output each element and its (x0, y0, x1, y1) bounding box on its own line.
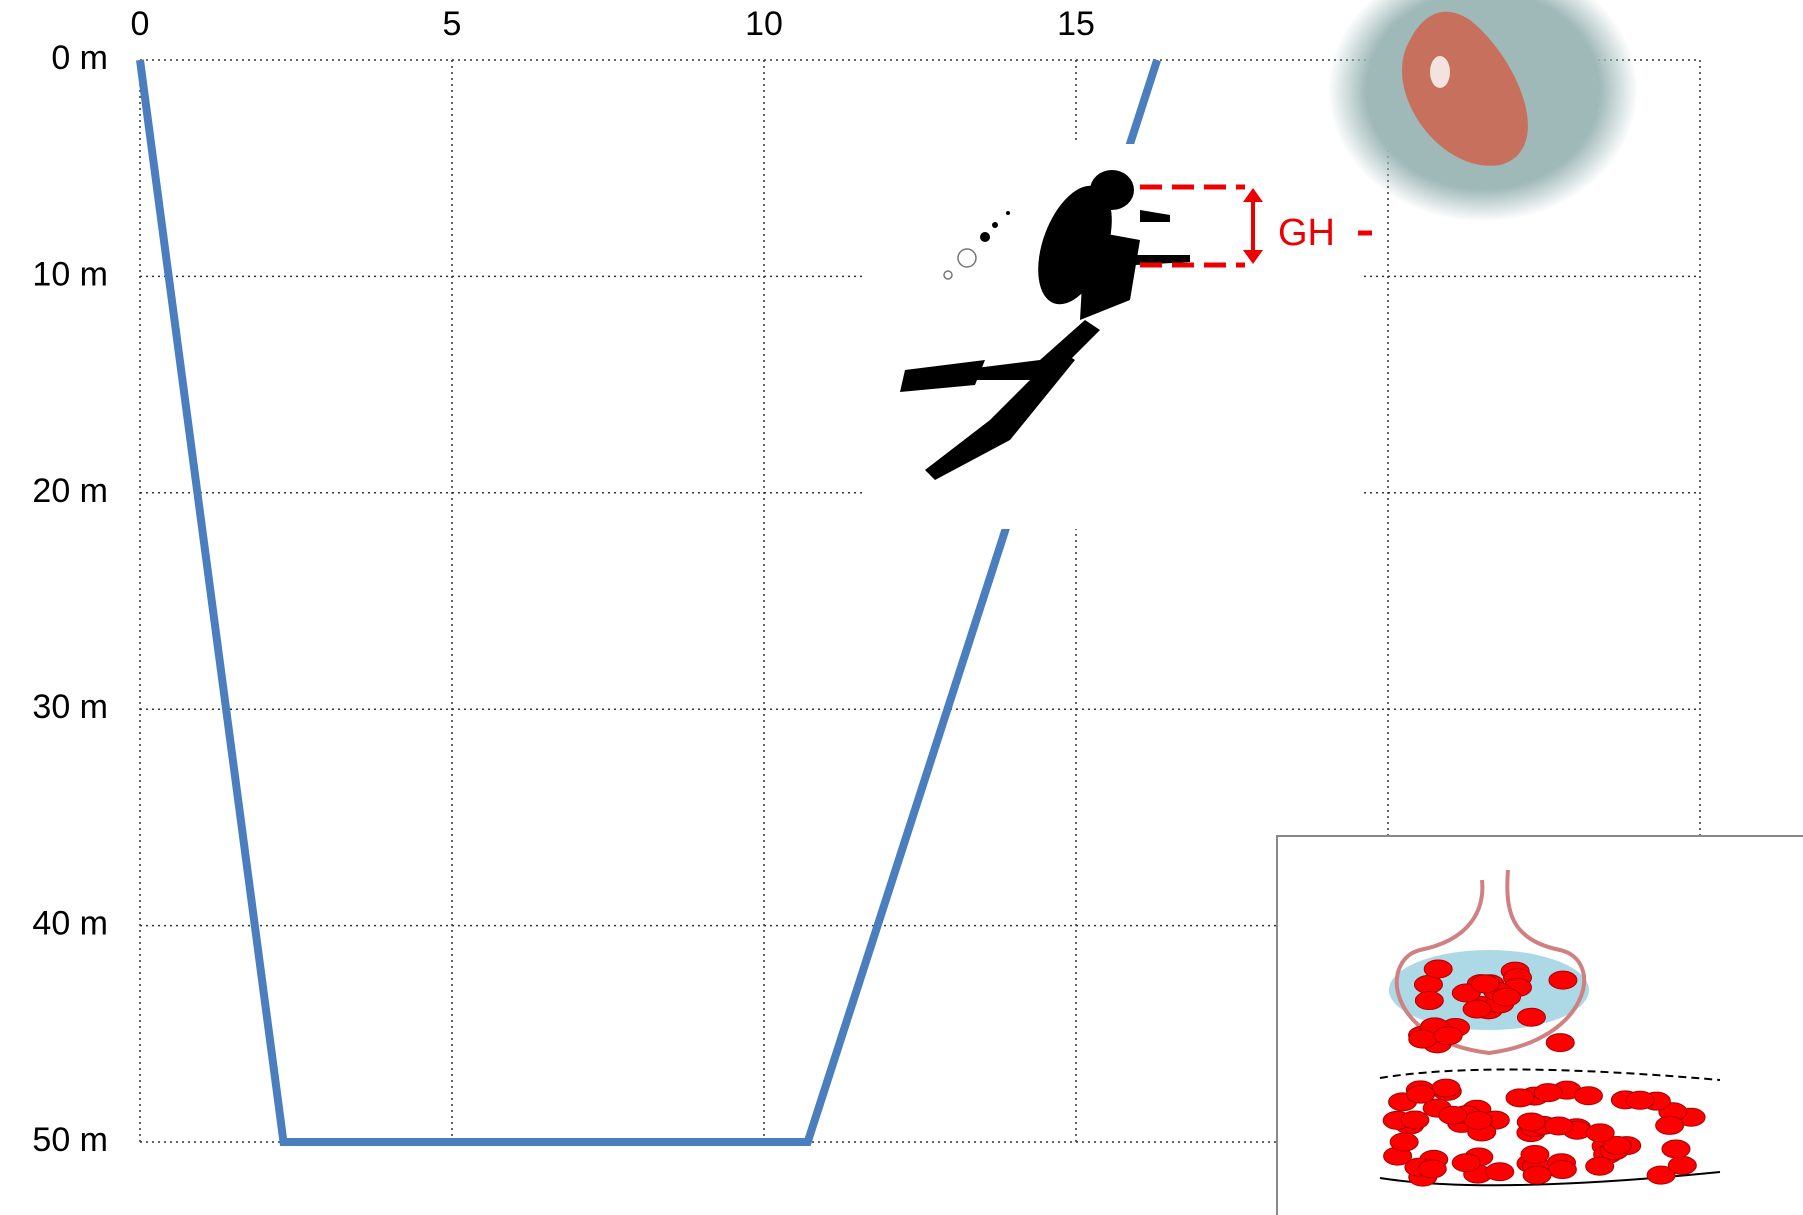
red-cell (1625, 1090, 1655, 1110)
red-cell (1433, 1026, 1463, 1046)
x-tick-label: 15 (1057, 5, 1095, 43)
red-cell (1585, 1156, 1615, 1176)
red-cell (1661, 1139, 1691, 1159)
y-tick-label: 10 m (32, 255, 108, 293)
red-cell (1520, 1144, 1550, 1164)
red-cell (1417, 1159, 1447, 1179)
red-cell (1408, 1029, 1438, 1049)
red-cell (1389, 1132, 1419, 1152)
dive-profile-line (136, 58, 1161, 1146)
red-cell (1585, 1123, 1615, 1143)
red-cell (1451, 1153, 1481, 1173)
red-cell (1646, 1165, 1676, 1185)
red-cell (1470, 974, 1500, 994)
red-cell (1522, 1165, 1552, 1185)
red-cell (1516, 1112, 1546, 1132)
inset-diagram (1276, 835, 1803, 1215)
red-cell (1406, 1084, 1436, 1104)
red-cell (1547, 1160, 1577, 1180)
red-cell (1533, 1083, 1563, 1103)
red-cell (1667, 1155, 1697, 1175)
red-cell (1491, 987, 1521, 1007)
red-cell (1544, 1116, 1574, 1136)
red-cell (1463, 1110, 1493, 1130)
red-cell (1400, 1110, 1430, 1130)
red-cell (1414, 991, 1444, 1011)
red-cell (1485, 1162, 1515, 1182)
y-tick-label: 30 m (32, 688, 108, 726)
y-tick-label: 0 m (51, 39, 108, 77)
red-cell (1545, 1033, 1575, 1053)
red-cell (1431, 1078, 1461, 1098)
red-cell (1602, 1136, 1632, 1156)
red-cell (1438, 1105, 1468, 1125)
x-tick-label: 5 (443, 5, 462, 43)
y-tick-label: 50 m (32, 1121, 108, 1159)
red-cell (1548, 970, 1578, 990)
red-cell (1516, 1007, 1546, 1027)
y-tick-label: 20 m (32, 472, 108, 510)
diver-illustration: GH (862, 144, 1372, 529)
photo (1328, 0, 1638, 222)
x-tick-label: 0 (131, 5, 150, 43)
red-cell (1573, 1086, 1603, 1106)
x-tick-label: 10 (745, 5, 783, 43)
red-cell (1655, 1115, 1685, 1135)
red-cell (1423, 959, 1453, 979)
red-cell (1505, 1088, 1535, 1108)
red-cell (1462, 999, 1492, 1019)
y-tick-label: 40 m (32, 905, 108, 943)
annotation: GH (1278, 212, 1335, 254)
